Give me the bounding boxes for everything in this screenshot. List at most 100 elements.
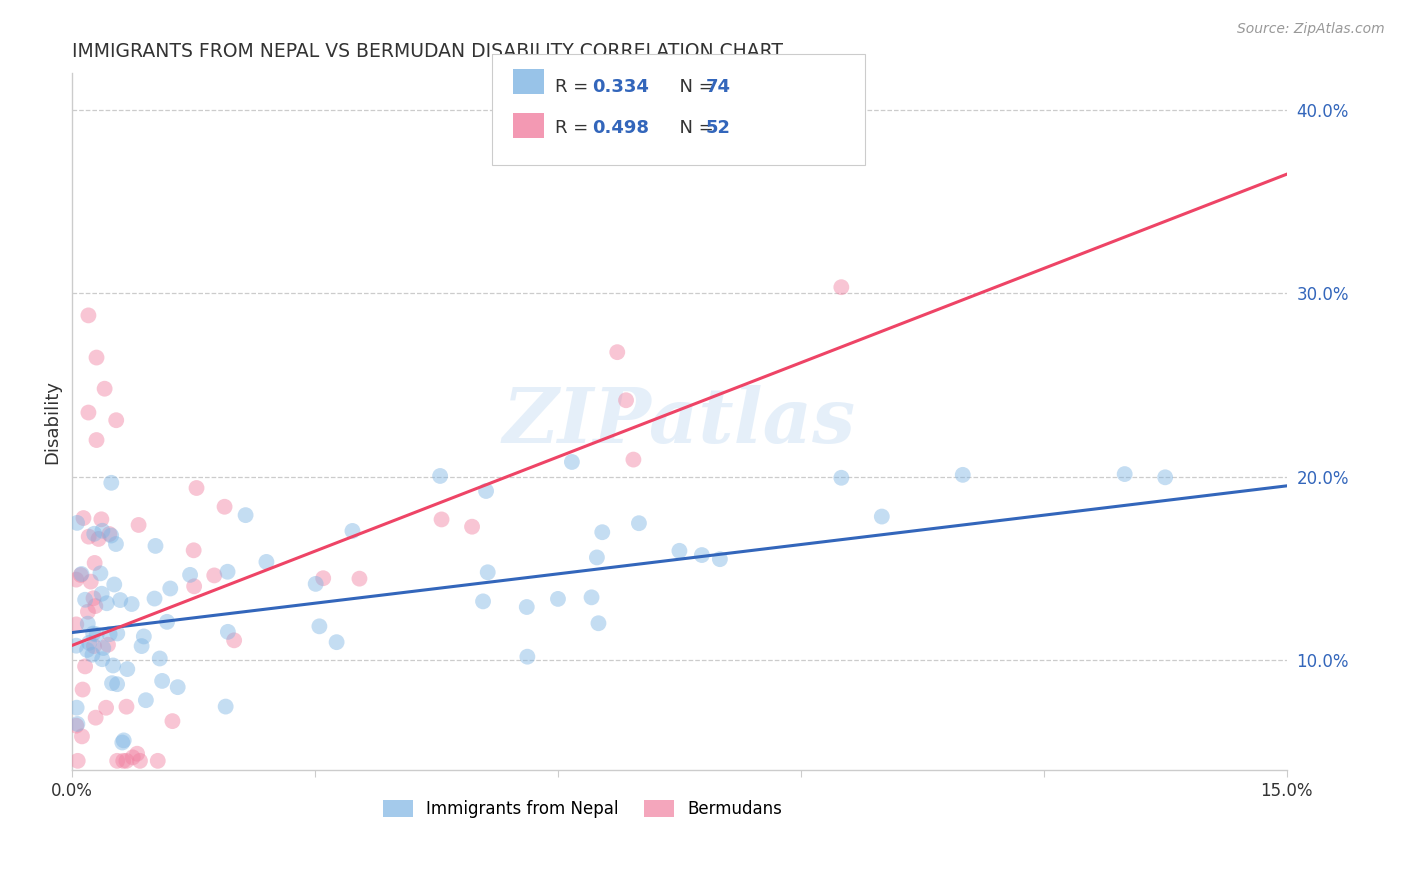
Point <box>112 754 135 768</box>
Point <box>91 640 114 655</box>
Point <box>83 526 105 541</box>
Point <box>66 717 89 731</box>
Point <box>76 643 98 657</box>
Point <box>214 699 236 714</box>
Point <box>84 599 107 613</box>
Point <box>581 591 603 605</box>
Text: 52: 52 <box>706 119 731 136</box>
Point <box>82 648 104 662</box>
Point <box>202 568 225 582</box>
Point <box>129 754 152 768</box>
Point <box>77 405 100 419</box>
Point <box>472 594 495 608</box>
Point <box>87 532 110 546</box>
Point <box>93 382 115 396</box>
Point <box>516 649 538 664</box>
Point <box>830 280 852 294</box>
Point <box>254 555 277 569</box>
Point <box>86 351 108 365</box>
Text: Source: ZipAtlas.com: Source: ZipAtlas.com <box>1237 22 1385 37</box>
Point <box>477 566 499 580</box>
Point <box>66 754 89 768</box>
Text: IMMIGRANTS FROM NEPAL VS BERMUDAN DISABILITY CORRELATION CHART: IMMIGRANTS FROM NEPAL VS BERMUDAN DISABI… <box>72 42 783 61</box>
Point <box>135 693 157 707</box>
Point <box>115 699 138 714</box>
Point <box>65 719 87 733</box>
Point <box>606 345 628 359</box>
Point <box>150 673 173 688</box>
Point <box>830 471 852 485</box>
Point <box>166 680 188 694</box>
Point <box>84 711 107 725</box>
Point <box>235 508 257 523</box>
Point <box>145 539 167 553</box>
Point <box>627 516 650 531</box>
Point <box>183 579 205 593</box>
Point <box>952 467 974 482</box>
Point <box>588 616 610 631</box>
Point <box>128 518 150 533</box>
Point <box>103 577 125 591</box>
Point <box>105 754 128 768</box>
Point <box>111 735 134 749</box>
Point <box>115 754 138 768</box>
Point <box>112 733 135 747</box>
Point <box>101 676 124 690</box>
Point <box>89 566 111 581</box>
Point <box>870 509 893 524</box>
Point <box>516 600 538 615</box>
Point <box>127 747 149 761</box>
Point <box>159 582 181 596</box>
Text: ZIPatlas: ZIPatlas <box>503 384 856 458</box>
Point <box>156 615 179 629</box>
Point <box>183 543 205 558</box>
Point <box>591 525 613 540</box>
Point <box>94 700 117 714</box>
Point <box>224 633 246 648</box>
Point <box>312 571 335 585</box>
Point <box>101 658 124 673</box>
Point <box>65 617 87 632</box>
Point <box>214 500 236 514</box>
Point <box>217 565 239 579</box>
Point <box>110 593 132 607</box>
Point <box>91 524 114 538</box>
Point <box>77 309 100 323</box>
Y-axis label: Disability: Disability <box>44 380 60 464</box>
Text: R =: R = <box>555 119 595 136</box>
Point <box>98 527 121 541</box>
Point <box>146 754 169 768</box>
Point <box>429 469 451 483</box>
Point <box>82 591 104 606</box>
Point <box>98 627 121 641</box>
Point <box>1154 470 1177 484</box>
Point <box>179 567 201 582</box>
Point <box>690 548 713 562</box>
Point <box>83 556 105 570</box>
Point <box>69 568 91 582</box>
Point <box>186 481 208 495</box>
Point <box>105 413 128 427</box>
Point <box>121 750 143 764</box>
Text: 74: 74 <box>706 78 731 95</box>
Point <box>349 572 371 586</box>
Text: N =: N = <box>668 119 720 136</box>
Point <box>66 700 89 714</box>
Point <box>342 524 364 538</box>
Point <box>70 567 93 582</box>
Point <box>90 587 112 601</box>
Point <box>65 639 87 653</box>
Point <box>430 512 453 526</box>
Point <box>131 639 153 653</box>
Point <box>1114 467 1136 481</box>
Point <box>72 682 94 697</box>
Point <box>104 537 127 551</box>
Point <box>105 626 128 640</box>
Point <box>547 591 569 606</box>
Point <box>305 577 328 591</box>
Point <box>86 433 108 447</box>
Point <box>586 550 609 565</box>
Point <box>623 452 645 467</box>
Point <box>72 511 94 525</box>
Point <box>308 619 330 633</box>
